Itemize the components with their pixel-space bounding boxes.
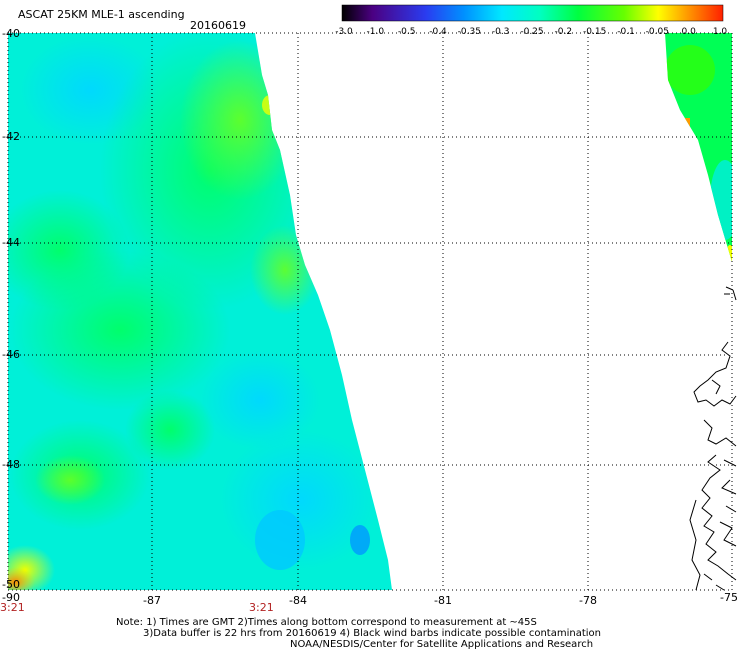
y-label: -50 — [2, 578, 20, 591]
colorbar-tick-label: -0.05 — [645, 27, 669, 37]
time-label: 3:21 — [249, 601, 274, 614]
y-label: -44 — [2, 236, 20, 249]
note-line-3: NOAA/NESDIS/Center for Satellite Applica… — [290, 639, 594, 650]
x-label: -78 — [579, 594, 597, 607]
colorbar-tick-label: -0.2 — [554, 27, 573, 37]
y-label: -42 — [2, 130, 20, 143]
coastline — [689, 286, 737, 591]
colorbar-tick-label: -0.15 — [583, 27, 607, 37]
x-label: -84 — [289, 594, 307, 607]
y-label: -40 — [2, 27, 20, 40]
wind-swath-east — [665, 33, 732, 262]
wind-swath-main — [8, 33, 392, 590]
colorbar-tick-label: -0.1 — [617, 27, 635, 37]
colorbar — [341, 4, 724, 22]
y-label: -48 — [2, 458, 20, 471]
colorbar-tick-label: -0.4 — [429, 27, 447, 37]
colorbar-gradient — [341, 4, 724, 22]
time-label: 3:21 — [0, 601, 25, 614]
x-label: -81 — [434, 594, 452, 607]
note-line-2: 3)Data buffer is 22 hrs from 20160619 4)… — [143, 628, 601, 639]
map-title: ASCAT 25KM MLE-1 ascending — [18, 8, 185, 21]
colorbar-tick-label: -0.35 — [457, 27, 481, 37]
colorbar-tick-label: -3.0 — [335, 27, 353, 37]
map-date: 20160619 — [190, 19, 246, 32]
x-label: -75 — [720, 591, 738, 604]
colorbar-tick-label: -1.0 — [366, 27, 385, 37]
y-label: -46 — [2, 348, 20, 361]
graticule — [8, 33, 732, 590]
x-label: -90 — [2, 591, 20, 604]
x-label: -87 — [143, 594, 161, 607]
colorbar-tick-label: 1.0 — [712, 27, 728, 37]
colorbar-tick-label: -0.5 — [397, 27, 416, 37]
colorbar-tick-label: 0.0 — [681, 27, 696, 37]
colorbar-tick-label: -0.25 — [520, 27, 544, 37]
note-line-1: Note: 1) Times are GMT 2)Times along bot… — [116, 617, 537, 628]
colorbar-tick-label: -0.3 — [491, 27, 510, 37]
